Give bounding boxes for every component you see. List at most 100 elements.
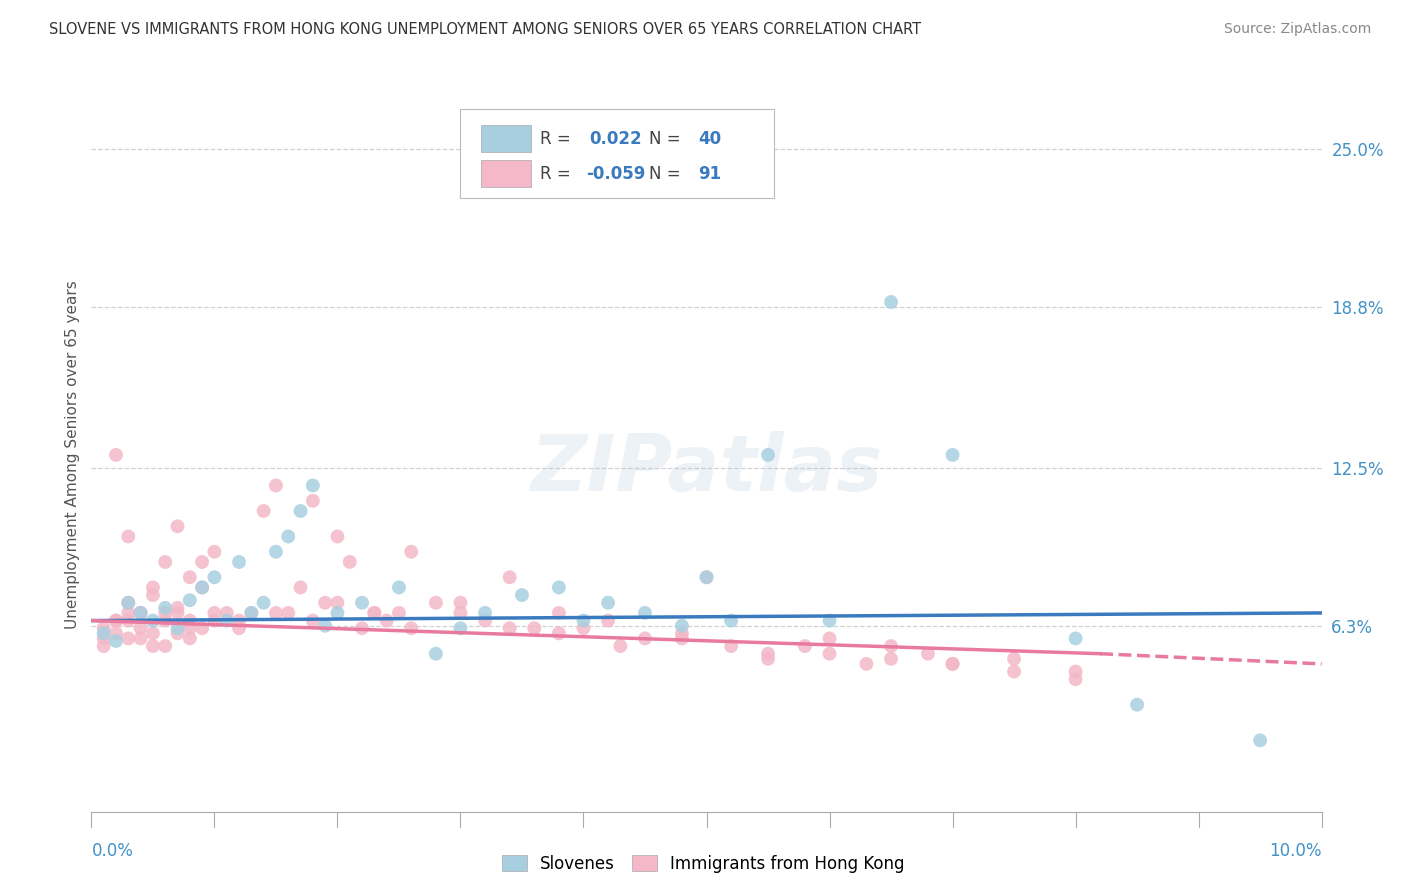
Point (572, 621, 595, 635)
Point (880, 652, 903, 666)
Point (756, 647, 779, 661)
Point (917, 647, 939, 661)
Point (634, 606, 657, 620)
Point (793, 639, 815, 653)
Point (572, 614, 595, 628)
Text: R =: R = (540, 130, 576, 148)
Point (880, 295, 903, 310)
Point (326, 606, 349, 620)
Point (290, 581, 312, 595)
Text: 91: 91 (697, 165, 721, 183)
Point (363, 606, 385, 620)
Point (425, 596, 447, 610)
Text: SLOVENE VS IMMIGRANTS FROM HONG KONG UNEMPLOYMENT AMONG SENIORS OVER 65 YEARS CO: SLOVENE VS IMMIGRANTS FROM HONG KONG UNE… (49, 22, 921, 37)
Point (215, 614, 238, 628)
Point (388, 606, 411, 620)
Point (474, 614, 496, 628)
Point (350, 621, 373, 635)
Point (1126, 698, 1149, 712)
Y-axis label: Unemployment Among Seniors over 65 years: Unemployment Among Seniors over 65 years (65, 281, 80, 629)
Point (547, 581, 569, 595)
Point (179, 570, 201, 584)
Legend: Slovenes, Immigrants from Hong Kong: Slovenes, Immigrants from Hong Kong (495, 848, 911, 880)
Point (818, 632, 841, 646)
Point (634, 632, 657, 646)
Point (142, 614, 165, 628)
Point (105, 614, 127, 628)
Text: -0.059: -0.059 (586, 165, 645, 183)
Point (547, 626, 569, 640)
Point (264, 606, 287, 620)
Point (166, 519, 188, 533)
Point (179, 632, 201, 646)
Point (105, 634, 127, 648)
Text: 0.0%: 0.0% (91, 842, 134, 860)
Point (1064, 632, 1087, 646)
Point (942, 657, 965, 671)
Point (240, 606, 263, 620)
Point (510, 588, 533, 602)
Point (179, 593, 201, 607)
Point (202, 614, 225, 628)
Point (142, 581, 165, 595)
Point (142, 639, 165, 653)
Point (1249, 733, 1271, 747)
Text: N =: N = (648, 165, 686, 183)
Point (215, 606, 238, 620)
Point (388, 581, 411, 595)
Point (129, 606, 152, 620)
Point (153, 606, 177, 620)
Point (253, 504, 276, 518)
Text: R =: R = (540, 165, 576, 183)
Point (326, 529, 349, 543)
Point (425, 647, 447, 661)
Point (756, 652, 779, 666)
Point (855, 657, 877, 671)
Point (609, 639, 631, 653)
Bar (481, 161, 530, 187)
Point (166, 621, 188, 635)
Point (326, 596, 349, 610)
Point (179, 621, 201, 635)
Point (498, 570, 520, 584)
Point (117, 632, 139, 646)
Point (1002, 665, 1025, 679)
Point (339, 555, 361, 569)
Point (547, 606, 569, 620)
Point (1064, 665, 1087, 679)
Point (202, 545, 225, 559)
Point (375, 614, 398, 628)
Point (117, 596, 139, 610)
Point (191, 581, 214, 595)
Point (671, 618, 693, 632)
Text: 0.022: 0.022 (589, 130, 643, 148)
Point (756, 448, 779, 462)
Point (129, 606, 152, 620)
Point (720, 639, 742, 653)
Point (142, 588, 165, 602)
Point (277, 529, 299, 543)
Point (449, 596, 471, 610)
Point (290, 504, 312, 518)
Point (474, 606, 496, 620)
Point (129, 621, 152, 635)
Point (596, 596, 619, 610)
Point (696, 570, 718, 584)
Point (696, 570, 718, 584)
Point (129, 606, 152, 620)
Point (818, 614, 841, 628)
Point (1002, 652, 1025, 666)
Point (228, 555, 250, 569)
Point (228, 614, 250, 628)
Point (1064, 672, 1087, 686)
Point (314, 596, 336, 610)
Point (191, 581, 214, 595)
Point (314, 618, 336, 632)
Point (240, 606, 263, 620)
Point (179, 614, 201, 628)
Point (818, 647, 841, 661)
Point (117, 614, 139, 628)
Point (449, 621, 471, 635)
Point (191, 621, 214, 635)
Point (596, 614, 619, 628)
